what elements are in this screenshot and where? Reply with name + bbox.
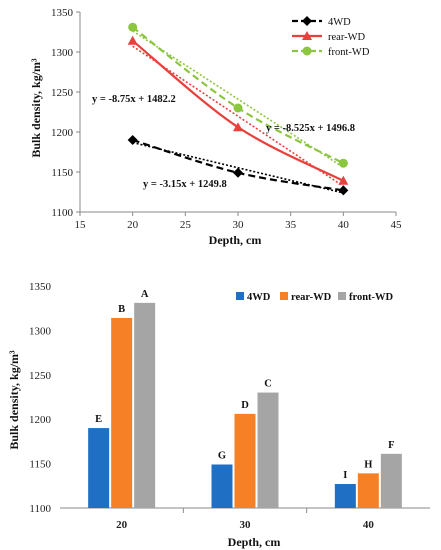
legend-label-rear-wd: rear-WD [328, 32, 366, 43]
line-chart-x-tick-label: 35 [285, 219, 297, 231]
bar-chart-y-tick-label: 1250 [29, 370, 52, 382]
trendline-equation-front-wd: y = -8.525x + 1496.8 [266, 123, 355, 134]
line-chart-x-tick-label: 30 [233, 219, 245, 231]
significance-letter: F [388, 440, 394, 451]
bar-chart-y-tick-label: 1300 [29, 325, 52, 337]
trendline-front-wd [132, 30, 344, 169]
line-chart-y-tick-label: 1350 [51, 7, 74, 19]
data-point-rear-wd [338, 175, 349, 185]
bar-4wd-30 [211, 464, 233, 508]
bar-front-wd-40 [380, 453, 402, 508]
bar-chart-x-tick-label: 20 [116, 519, 128, 531]
bar-4wd-20 [88, 428, 110, 508]
legend-label-front-wd: front-WD [349, 292, 394, 303]
data-point-front-wd [128, 22, 138, 32]
line-chart: 1100 1150 1200 1250 1300 1350 15 20 25 30 35 40 45 4… [29, 7, 402, 247]
significance-letter: G [218, 450, 226, 461]
bar-chart-y-tick-label: 1350 [29, 281, 52, 293]
legend-marker-4wd [302, 16, 312, 26]
significance-letter: C [264, 379, 272, 390]
significance-letter: A [141, 289, 149, 300]
legend-label-rear-wd: rear-WD [291, 292, 332, 303]
line-chart-y-tick-label: 1100 [51, 207, 73, 219]
bar-rear-wd-40 [357, 473, 379, 508]
significance-letter: E [95, 414, 102, 425]
trendline-equation-4wd: y = -3.15x + 1249.8 [143, 179, 227, 190]
line-chart-legend: 4WD rear-WD front-WD [292, 16, 370, 58]
bar-chart-x-tick-label: 40 [363, 519, 375, 531]
data-point-4wd [127, 135, 138, 145]
data-point-front-wd [338, 158, 348, 168]
bar-rear-wd-20 [111, 317, 133, 508]
legend-swatch-4wd [236, 292, 244, 300]
line-chart-x-tick-label: 45 [391, 219, 403, 231]
significance-letter: I [343, 470, 347, 481]
legend-marker-front-wd [302, 46, 312, 56]
bar-4wd-40 [334, 484, 356, 508]
line-chart-x-tick-label: 40 [338, 219, 350, 231]
line-chart-y-tick-label: 1200 [51, 127, 74, 139]
line-chart-x-tick-label: 25 [180, 219, 192, 231]
line-chart-y-tick-label: 1150 [51, 167, 73, 179]
bar-chart: 1100 1150 1200 1250 1300 1350 20 30 40 E B A G D C I H F… [7, 281, 430, 549]
line-chart-series [127, 22, 349, 196]
data-point-front-wd [233, 103, 243, 113]
bar-chart-x-axis-label: Depth, cm [228, 535, 281, 549]
legend-label-4wd: 4WD [328, 17, 351, 28]
line-chart-x-axis-label: Depth, cm [209, 233, 262, 247]
line-chart-y-axis-label: Bulk density, kg/m³ [29, 58, 43, 158]
bar-chart-x-tick-label: 30 [240, 519, 252, 531]
significance-letter: D [241, 400, 249, 411]
line-chart-y-tick-label: 1250 [51, 87, 74, 99]
data-point-rear-wd [127, 35, 138, 45]
bar-chart-y-axis-label: Bulk density, kg/m³ [7, 350, 21, 450]
legend-swatch-rear-wd [280, 292, 288, 300]
line-chart-y-tick-label: 1300 [51, 47, 74, 59]
bar-front-wd-30 [257, 392, 279, 508]
legend-swatch-front-wd [338, 292, 346, 300]
line-chart-axes: 1100 1150 1200 1250 1300 1350 15 20 25 30 35 40 45 [51, 7, 402, 231]
bar-chart-y-tick-label: 1200 [29, 414, 52, 426]
bar-chart-bars: E B A G D C I H F [88, 289, 402, 508]
significance-letter: B [118, 304, 125, 315]
bar-chart-legend: 4WD rear-WD front-WD [236, 292, 394, 303]
legend-label-front-wd: front-WD [328, 47, 370, 58]
significance-letter: H [364, 459, 372, 470]
bar-rear-wd-30 [234, 413, 256, 508]
data-point-rear-wd [233, 122, 243, 132]
line-chart-x-tick-label: 15 [75, 219, 87, 231]
trendline-equation-rear-wd: y = -8.75x + 1482.2 [92, 94, 176, 105]
bar-chart-y-tick-label: 1150 [29, 459, 51, 471]
line-chart-x-tick-label: 20 [127, 219, 139, 231]
data-point-4wd [233, 167, 243, 178]
data-point-4wd [338, 185, 349, 196]
legend-label-4wd: 4WD [247, 292, 271, 303]
legend-marker-rear-wd [302, 31, 312, 40]
bar-chart-y-tick-label: 1100 [29, 503, 51, 515]
bar-front-wd-20 [134, 302, 156, 508]
